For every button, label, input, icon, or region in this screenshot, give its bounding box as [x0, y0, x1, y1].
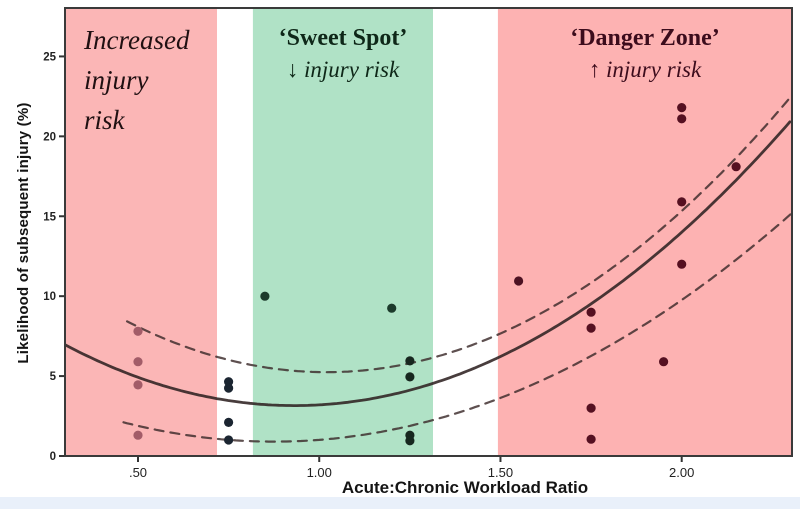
- data-point: [514, 276, 524, 286]
- bottom-edge-strip: [0, 497, 800, 509]
- data-point: [387, 303, 397, 313]
- danger-zone-title: ‘Danger Zone’: [570, 25, 720, 51]
- data-point: [586, 403, 596, 413]
- y-tick-label: 10: [43, 291, 56, 303]
- zone-label-increased-risk: Increased injury risk: [84, 20, 224, 140]
- x-tick-label: 1.00: [307, 465, 332, 480]
- x-tick-label: 1.50: [488, 465, 513, 480]
- data-point: [731, 162, 741, 172]
- y-tick-label: 0: [50, 451, 56, 463]
- data-point: [677, 259, 687, 269]
- y-tick-label: 25: [43, 51, 56, 63]
- zone-label-danger-zone: ‘Danger Zone’ ↑ injury risk: [498, 24, 792, 83]
- zone-band-danger-zone: [497, 9, 792, 455]
- x-tick-label: 2.00: [669, 465, 694, 480]
- data-point: [586, 307, 596, 317]
- x-tick-label: .50: [129, 465, 147, 480]
- y-tick-label: 20: [43, 131, 56, 143]
- data-point: [224, 435, 234, 445]
- y-tick-label: 5: [50, 371, 57, 383]
- zone-band-increased-risk: [65, 9, 217, 455]
- data-point: [133, 326, 143, 336]
- data-point: [133, 380, 143, 390]
- upper-confidence-curve: [126, 96, 792, 374]
- data-point: [133, 430, 143, 440]
- data-point: [260, 291, 270, 301]
- data-point: [224, 377, 234, 387]
- data-point: [224, 383, 234, 393]
- data-point: [405, 356, 415, 366]
- zone-label-sweet-spot: ‘Sweet Spot’ ↓ injury risk: [253, 24, 433, 83]
- lower-confidence-curve: [122, 213, 792, 443]
- data-point: [405, 436, 415, 446]
- data-point: [677, 114, 687, 124]
- data-point: [677, 197, 687, 207]
- data-point: [586, 434, 596, 444]
- y-axis-label: Likelihood of subsequent injury (%): [15, 102, 32, 364]
- x-axis-label: Acute:Chronic Workload Ratio: [341, 478, 589, 497]
- data-point: [586, 323, 596, 333]
- plot-frame: [64, 7, 793, 457]
- data-point: [677, 103, 687, 113]
- fit-curve: [65, 120, 792, 407]
- sweet-spot-title: ‘Sweet Spot’: [278, 25, 408, 51]
- zone-band-sweet-spot: [252, 9, 433, 455]
- data-point: [405, 372, 415, 382]
- danger-zone-subtitle: ↑ injury risk: [588, 57, 702, 82]
- data-point: [133, 357, 143, 367]
- zone-label-line: injury: [84, 65, 149, 95]
- data-point: [224, 417, 234, 427]
- sweet-spot-subtitle: ↓ injury risk: [286, 57, 400, 82]
- y-tick-label: 15: [43, 211, 56, 223]
- zone-label-line: risk: [84, 105, 125, 135]
- zone-label-line: Increased: [84, 25, 190, 55]
- data-point: [659, 357, 669, 367]
